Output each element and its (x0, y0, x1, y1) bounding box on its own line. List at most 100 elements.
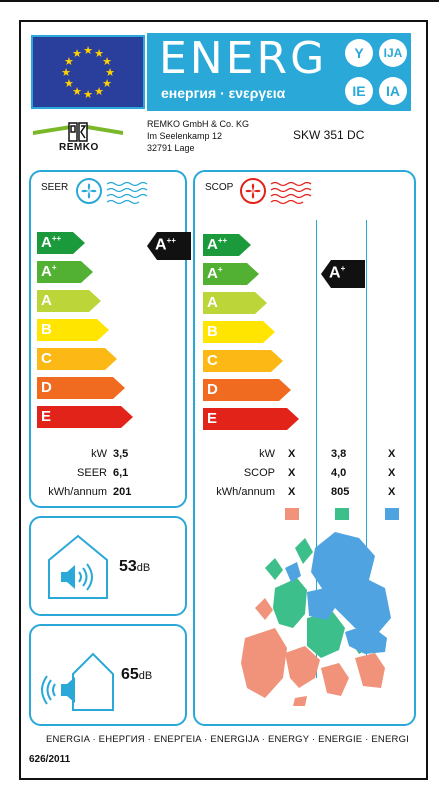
indoor-noise-panel: 53dB (29, 516, 187, 616)
indoor-speaker-icon (48, 534, 108, 599)
lang-badge: Y (345, 39, 373, 67)
seer-class-bar: A (37, 290, 101, 312)
scop-class-label: C (207, 352, 218, 369)
seer-title: SEER (41, 182, 69, 193)
eu-star-icon: ★ (72, 48, 82, 60)
eu-star-icon: ★ (94, 86, 104, 98)
seer-value: 6,1 (113, 467, 129, 479)
seer-class-label: A (41, 292, 52, 309)
zone-cold-swatch (385, 508, 399, 520)
europe-climate-map (241, 532, 391, 706)
seer-class-bar: A+ (37, 261, 93, 283)
indoor-noise-value: 53dB (119, 558, 151, 575)
supplier-city: 32791 Lage (147, 143, 195, 153)
scop-class-label: D (207, 381, 218, 398)
scop-rating-label: A+ (329, 264, 346, 282)
seer-value-key: SEER (77, 467, 107, 479)
outdoor-speaker-icon (41, 652, 114, 711)
seer-panel: SEER A++ A+ A B C D E A++ kW 3,5 SEER 6,1 kWh/annu… (29, 170, 191, 508)
eu-star-icon: ★ (72, 86, 82, 98)
scop-class-bar: A (203, 292, 267, 314)
regulation-number: 626/2011 (29, 754, 71, 765)
scop-average-value: 3,8 (331, 448, 347, 460)
eu-star-icon: ★ (102, 78, 112, 90)
remko-logo: REMKO (31, 121, 125, 155)
scop-value-key: kWh/annum (216, 486, 275, 498)
scop-class-bar: A+ (203, 263, 259, 285)
seer-class-label: A+ (41, 263, 57, 280)
seer-rating-label: A++ (155, 236, 176, 254)
seer-class-label: C (41, 350, 52, 367)
scop-warm-value: X (288, 486, 296, 498)
lang-badge: IA (379, 77, 407, 105)
scop-class-label: B (207, 323, 218, 340)
eu-star-icon: ★ (64, 78, 74, 90)
scop-rating-indicator: A+ (321, 260, 365, 288)
seer-value-key: kW (91, 448, 107, 460)
scop-class-label: A++ (207, 236, 228, 253)
seer-class-bar: D (37, 377, 125, 399)
remko-logo-text: REMKO (59, 142, 99, 153)
seer-value-key: kWh/annum (48, 486, 107, 498)
seer-class-bar: E (37, 406, 133, 428)
supplier-name: REMKO GmbH & Co. KG (147, 119, 250, 129)
supplier-address: REMKO GmbH & Co. KG Im Seelenkamp 12 327… (147, 118, 249, 154)
seer-value: 201 (113, 486, 132, 498)
scop-class-label: A (207, 294, 218, 311)
seer-value: 3,5 (113, 448, 129, 460)
scop-class-bar: C (203, 350, 283, 372)
seer-class-bar: B (37, 319, 109, 341)
zone-divider (316, 220, 317, 678)
lang-badge: IE (345, 77, 373, 105)
eu-star-icon: ★ (83, 45, 93, 57)
eu-star-icon: ★ (83, 89, 93, 101)
eu-star-icon: ★ (61, 67, 71, 79)
supplier-block: REMKO REMKO GmbH & Co. KG Im Seelenkamp … (29, 118, 413, 158)
fan-heat-icon (240, 178, 312, 205)
lang-badge: IJA (379, 39, 407, 67)
eu-star-icon: ★ (105, 67, 115, 79)
top-rule (0, 0, 439, 2)
scop-title: SCOP (205, 182, 234, 193)
energy-banner: ENERG енергия · ενεργεια Y IJA IE IA (147, 33, 411, 111)
fan-cool-icon (76, 178, 148, 205)
seer-class-label: D (41, 379, 52, 396)
scop-class-bar: A++ (203, 234, 251, 256)
model-number: SKW 351 DC (293, 128, 365, 142)
energy-subtitle: енергия · ενεργεια (161, 85, 286, 101)
zone-average-swatch (335, 508, 349, 520)
scop-class-label: E (207, 410, 218, 427)
scop-cold-value: X (388, 448, 396, 460)
supplier-street: Im Seelenkamp 12 (147, 131, 223, 141)
scop-class-label: A+ (207, 265, 223, 282)
scop-warm-value: X (288, 448, 296, 460)
seer-class-label: A++ (41, 234, 62, 251)
scop-average-value: 805 (331, 486, 350, 498)
eu-flag-icon: ★ ★ ★ ★ ★ ★ ★ ★ ★ ★ ★ ★ (31, 35, 145, 109)
scop-value-key: kW (259, 448, 275, 460)
eu-star-icon: ★ (102, 56, 112, 68)
scop-value-key: SCOP (243, 467, 275, 479)
eu-star-icon: ★ (64, 56, 74, 68)
scop-average-value: 4,0 (331, 467, 347, 479)
scop-cold-value: X (388, 486, 396, 498)
zone-divider (366, 220, 367, 678)
seer-class-label: B (41, 321, 52, 338)
label-frame (19, 20, 428, 780)
outdoor-noise-value: 65dB (121, 666, 153, 683)
zone-warm-swatch (285, 508, 299, 520)
scop-cold-value: X (388, 467, 396, 479)
energy-word: ENERG (159, 33, 328, 84)
scop-class-bar: B (203, 321, 275, 343)
label-header: ★ ★ ★ ★ ★ ★ ★ ★ ★ ★ ★ ★ ENERG енергия · ενεργεια Y … (29, 33, 413, 111)
outdoor-noise-panel: 65dB (29, 624, 187, 726)
eu-star-icon: ★ (94, 48, 104, 60)
scop-class-bar: E (203, 408, 299, 430)
energy-footer-line: ENERGIA · ЕНЕРГИЯ · ΕΝΕΡΓΕΙΑ · ENERGIJA … (46, 734, 409, 745)
seer-class-bar: A++ (37, 232, 85, 254)
scop-class-bar: D (203, 379, 291, 401)
seer-class-bar: C (37, 348, 117, 370)
scop-warm-value: X (288, 467, 296, 479)
seer-rating-indicator: A++ (147, 232, 191, 260)
